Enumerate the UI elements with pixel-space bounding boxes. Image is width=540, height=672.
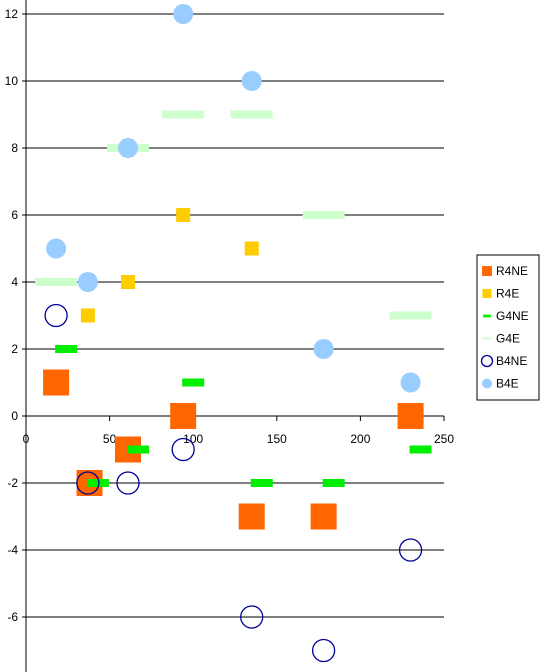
legend-marker-r4ne	[482, 266, 492, 276]
y-tick-label: 0	[11, 409, 18, 423]
y-tick-label: 10	[5, 74, 19, 88]
point-g4ne	[127, 445, 150, 454]
legend-box	[476, 254, 540, 401]
point-r4e	[176, 208, 191, 222]
point-r4ne	[170, 403, 197, 429]
legend-label-r4ne: R4NE	[496, 264, 528, 278]
legend-marker-b4e	[482, 378, 492, 389]
point-g4ne	[182, 378, 205, 387]
point-g4e	[302, 211, 345, 219]
x-tick-label: 150	[267, 432, 287, 446]
data-marks	[35, 4, 432, 663]
legend-label-r4e: R4E	[496, 287, 519, 301]
y-tick-label: 4	[11, 275, 18, 289]
point-r4ne	[397, 403, 424, 429]
legend: R4NE R4E G4NE G4E B4NE B4E	[476, 254, 540, 401]
point-r4ne	[238, 503, 265, 530]
point-g4ne	[86, 479, 109, 487]
point-b4ne	[311, 638, 336, 663]
legend-label-g4e: G4E	[496, 332, 520, 346]
legend-marker-g4ne	[483, 314, 491, 318]
point-b4ne	[116, 471, 140, 495]
y-tick-label: 12	[5, 7, 19, 21]
legend-marker-g4e	[482, 337, 492, 340]
x-tick-label: 0	[23, 432, 30, 446]
legend-label-b4ne: B4NE	[496, 354, 527, 368]
point-g4e	[389, 311, 432, 320]
point-g4ne	[409, 445, 432, 454]
y-tick-label: -6	[7, 610, 18, 624]
point-g4ne	[322, 479, 345, 487]
point-b4e	[400, 372, 421, 393]
x-tick-label: 100	[183, 432, 203, 446]
point-g4ne	[250, 479, 273, 487]
point-g4e	[162, 110, 205, 119]
x-tick-label: 200	[350, 432, 370, 446]
point-b4e	[313, 339, 334, 359]
y-tick-label: 2	[11, 342, 18, 356]
y-tick-label: -2	[7, 476, 18, 490]
point-r4e	[244, 241, 259, 256]
legend-marker-r4e	[482, 288, 492, 299]
y-tick-label: -4	[7, 543, 18, 557]
point-b4ne	[76, 471, 100, 495]
point-b4ne	[398, 538, 423, 562]
point-b4e	[173, 4, 194, 24]
point-b4e	[241, 71, 262, 91]
y-tick-label: 6	[11, 208, 18, 222]
point-g4e	[35, 278, 78, 286]
tick-labels: -6 -4 -2 0 2 4 6 8 10 12 0 50 100 150 200 250	[5, 7, 455, 624]
point-g4e	[230, 110, 273, 119]
point-r4ne	[43, 369, 70, 396]
point-g4ne	[55, 345, 78, 353]
point-b4e	[46, 238, 67, 259]
axes	[22, 0, 445, 672]
legend-label-g4ne: G4NE	[496, 309, 529, 323]
legend-label-b4e: B4E	[496, 377, 519, 391]
point-b4e	[117, 138, 138, 158]
point-r4e	[120, 275, 135, 289]
point-b4ne	[44, 303, 68, 328]
y-tick-label: 8	[11, 141, 18, 155]
legend-marker-b4ne	[480, 354, 494, 368]
point-b4ne	[240, 605, 264, 629]
x-tick-label: 50	[103, 432, 117, 446]
point-b4e	[77, 272, 98, 292]
x-tick-label: 250	[434, 432, 454, 446]
point-b4ne	[171, 437, 195, 462]
point-r4e	[80, 308, 95, 323]
point-r4ne	[310, 503, 337, 530]
